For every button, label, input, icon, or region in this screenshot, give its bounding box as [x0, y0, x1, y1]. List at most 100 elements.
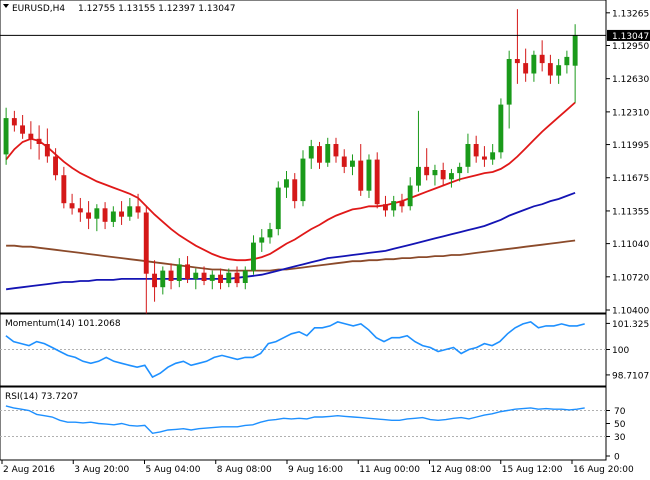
- candle-body: [69, 203, 75, 209]
- candle-body: [36, 138, 42, 144]
- candle-body: [556, 65, 562, 76]
- candle-body: [564, 56, 570, 66]
- candle-body: [391, 201, 397, 211]
- rsi-tick-label: 30: [614, 433, 626, 443]
- candle-body: [432, 170, 438, 176]
- candle-body: [358, 160, 364, 191]
- candle-body: [11, 118, 17, 126]
- price-tick-label: 1.11355: [612, 207, 649, 217]
- candle-body: [482, 156, 487, 160]
- candle-body: [531, 54, 537, 74]
- candle-body: [201, 272, 207, 281]
- time-tick-label: 15 Aug 12:00: [502, 465, 563, 475]
- candle-body: [94, 208, 100, 219]
- rsi-tick-label: 50: [614, 420, 626, 430]
- candle-body: [490, 152, 496, 160]
- candle-body: [127, 206, 133, 217]
- time-tick-label: 12 Aug 08:00: [431, 465, 492, 475]
- time-tick-label: 16 Aug 20:00: [573, 465, 634, 475]
- price-tick-label: 1.10720: [612, 273, 649, 283]
- chart-header: EURUSD,H4 1.12755 1.13155 1.12397 1.1304…: [3, 4, 235, 14]
- candle-body: [110, 211, 116, 222]
- candle-body: [193, 272, 199, 279]
- candle-body: [341, 156, 347, 167]
- candle-body: [135, 206, 141, 213]
- candle-body: [284, 179, 289, 188]
- candle-body: [143, 212, 149, 274]
- candle-body: [416, 166, 421, 186]
- rsi-tick-label: 70: [614, 407, 626, 417]
- candle-body: [399, 201, 405, 207]
- candle-body: [308, 146, 314, 159]
- candle-body: [102, 208, 108, 222]
- candle-body: [292, 179, 298, 202]
- candle-body: [317, 146, 322, 163]
- sma-fast-line: [5, 101, 576, 262]
- candle-body: [251, 242, 256, 271]
- rsi-plot: [0, 405, 606, 437]
- current-price-label: 1.13047: [612, 32, 649, 42]
- candle-body: [86, 212, 91, 219]
- candle-body: [514, 59, 520, 64]
- candle-body: [20, 125, 25, 134]
- candle-body: [242, 270, 248, 283]
- sma-mid-line: [5, 191, 576, 291]
- header-symbol: EURUSD,H4: [12, 4, 65, 14]
- price-tick-label: 1.11040: [612, 240, 649, 250]
- candle-body: [572, 35, 578, 66]
- candle-body: [3, 118, 9, 155]
- price-plot: [3, 9, 578, 321]
- time-tick-label: 9 Aug 16:00: [288, 465, 343, 475]
- rsi-header: RSI(14) 73.7207: [5, 392, 78, 402]
- candle-body: [473, 144, 479, 157]
- time-axis: 2 Aug 2016 3 Aug 20:00 5 Aug 04:00 8 Aug 08…: [1, 460, 634, 475]
- candle-body: [168, 270, 174, 281]
- candle-body: [61, 175, 67, 204]
- price-axis: 1.13265 1.12950 1.12630 1.12310 1.11995 1.116…: [606, 9, 649, 317]
- momentum-plot: [0, 321, 606, 379]
- candle-body: [333, 144, 339, 157]
- candle-body: [176, 264, 182, 281]
- momentum-tick-label: 101.3257: [612, 320, 650, 330]
- candle-body: [374, 159, 380, 205]
- candle-body: [234, 272, 240, 284]
- candle-body: [209, 274, 215, 281]
- momentum-tick-label: 98.7107: [612, 371, 649, 381]
- rsi-axis: 70 50 30 0: [606, 407, 626, 463]
- momentum-header: Momentum(14) 101.2068: [5, 319, 121, 329]
- time-tick-label: 11 Aug 00:00: [359, 465, 420, 475]
- candle-body: [506, 59, 512, 105]
- candle-body: [424, 166, 430, 176]
- candle-body: [300, 158, 306, 202]
- candle-body: [350, 160, 355, 167]
- candle-body: [325, 144, 331, 163]
- price-tick-label: 1.10400: [612, 307, 649, 317]
- candle-body: [152, 273, 157, 288]
- candle-body: [218, 274, 223, 283]
- candle-body: [457, 166, 463, 174]
- time-tick-label: 8 Aug 08:00: [217, 465, 272, 475]
- price-tick-label: 1.12950: [612, 42, 649, 52]
- price-tick-label: 1.11675: [612, 174, 649, 184]
- candle-body: [160, 270, 166, 288]
- candle-body: [449, 173, 454, 180]
- header-ohlc: 1.12755 1.13155 1.12397 1.13047: [78, 4, 235, 14]
- candle-body: [28, 133, 34, 139]
- rsi-line: [5, 405, 585, 435]
- candle-body: [407, 185, 413, 207]
- momentum-axis: 101.3257 100 98.7107: [606, 320, 650, 381]
- candle-body: [267, 229, 273, 238]
- candle-body: [44, 144, 50, 157]
- price-tick-label: 1.12630: [612, 75, 649, 85]
- candle-body: [547, 63, 553, 76]
- time-tick-label: 2 Aug 2016: [3, 465, 55, 475]
- candle-body: [185, 264, 190, 279]
- candle-body: [119, 211, 124, 217]
- candle-body: [498, 104, 504, 153]
- momentum-line: [5, 321, 585, 379]
- candle-body: [53, 156, 58, 176]
- candle-body: [275, 187, 281, 230]
- price-tick-label: 1.13265: [612, 9, 649, 19]
- rsi-panel: [0, 386, 607, 461]
